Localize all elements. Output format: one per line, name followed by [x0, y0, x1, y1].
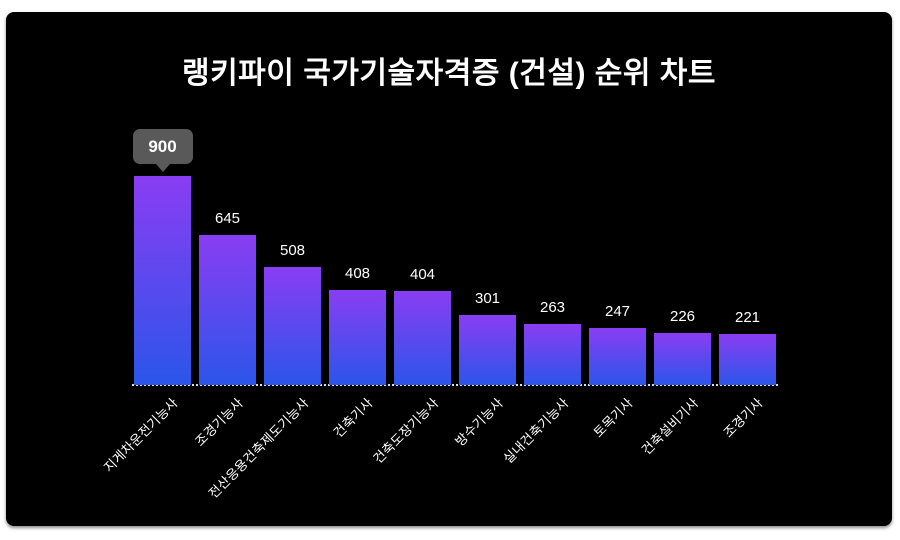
bar-4[interactable] [329, 290, 386, 385]
value-label: 508 [279, 242, 306, 259]
category-label: 조경기능사 [192, 395, 247, 450]
bar-2[interactable] [199, 235, 256, 385]
bar-3[interactable] [264, 267, 321, 385]
value-label: 226 [669, 308, 696, 325]
category-label: 건축설비기사 [638, 395, 702, 458]
bar-5[interactable] [394, 291, 451, 385]
category-label: 건축도장기능사 [369, 395, 442, 467]
category-label: 토목기사 [590, 395, 637, 441]
value-label: 645 [214, 210, 241, 227]
bar-9[interactable] [654, 333, 711, 385]
value-label: 247 [604, 303, 631, 320]
chart-card: 랭키파이 국가기술자격증 (건설) 순위 차트 900 지게차운전기능사 645 조… [6, 12, 892, 526]
tooltip-arrow-icon [155, 164, 170, 172]
bar-6[interactable] [459, 315, 516, 385]
bar-7[interactable] [524, 324, 581, 385]
category-label: 조경기사 [720, 395, 767, 441]
value-label: 404 [409, 266, 436, 283]
value-label: 301 [474, 290, 501, 307]
chart-title: 랭키파이 국가기술자격증 (건설) 순위 차트 [181, 57, 717, 90]
value-label: 408 [344, 265, 371, 282]
category-label: 건축기사 [330, 395, 377, 441]
bar-10[interactable] [719, 334, 776, 385]
category-label: 방수기능사 [452, 395, 507, 450]
bar-8[interactable] [589, 328, 646, 385]
x-axis-baseline [132, 384, 778, 386]
category-label: 지게차운전기능사 [101, 395, 182, 476]
tooltip-value: 900 [148, 136, 177, 156]
value-label: 221 [734, 309, 761, 326]
category-label: 실내건축기능사 [499, 395, 572, 467]
bar-chart: 900 지게차운전기능사 645 조경기능사 508 전산응용건축제도기능사 408 건축기… [6, 12, 892, 526]
value-label: 263 [539, 299, 566, 316]
bar-1[interactable] [134, 176, 191, 385]
tooltip: 900 [132, 129, 193, 172]
